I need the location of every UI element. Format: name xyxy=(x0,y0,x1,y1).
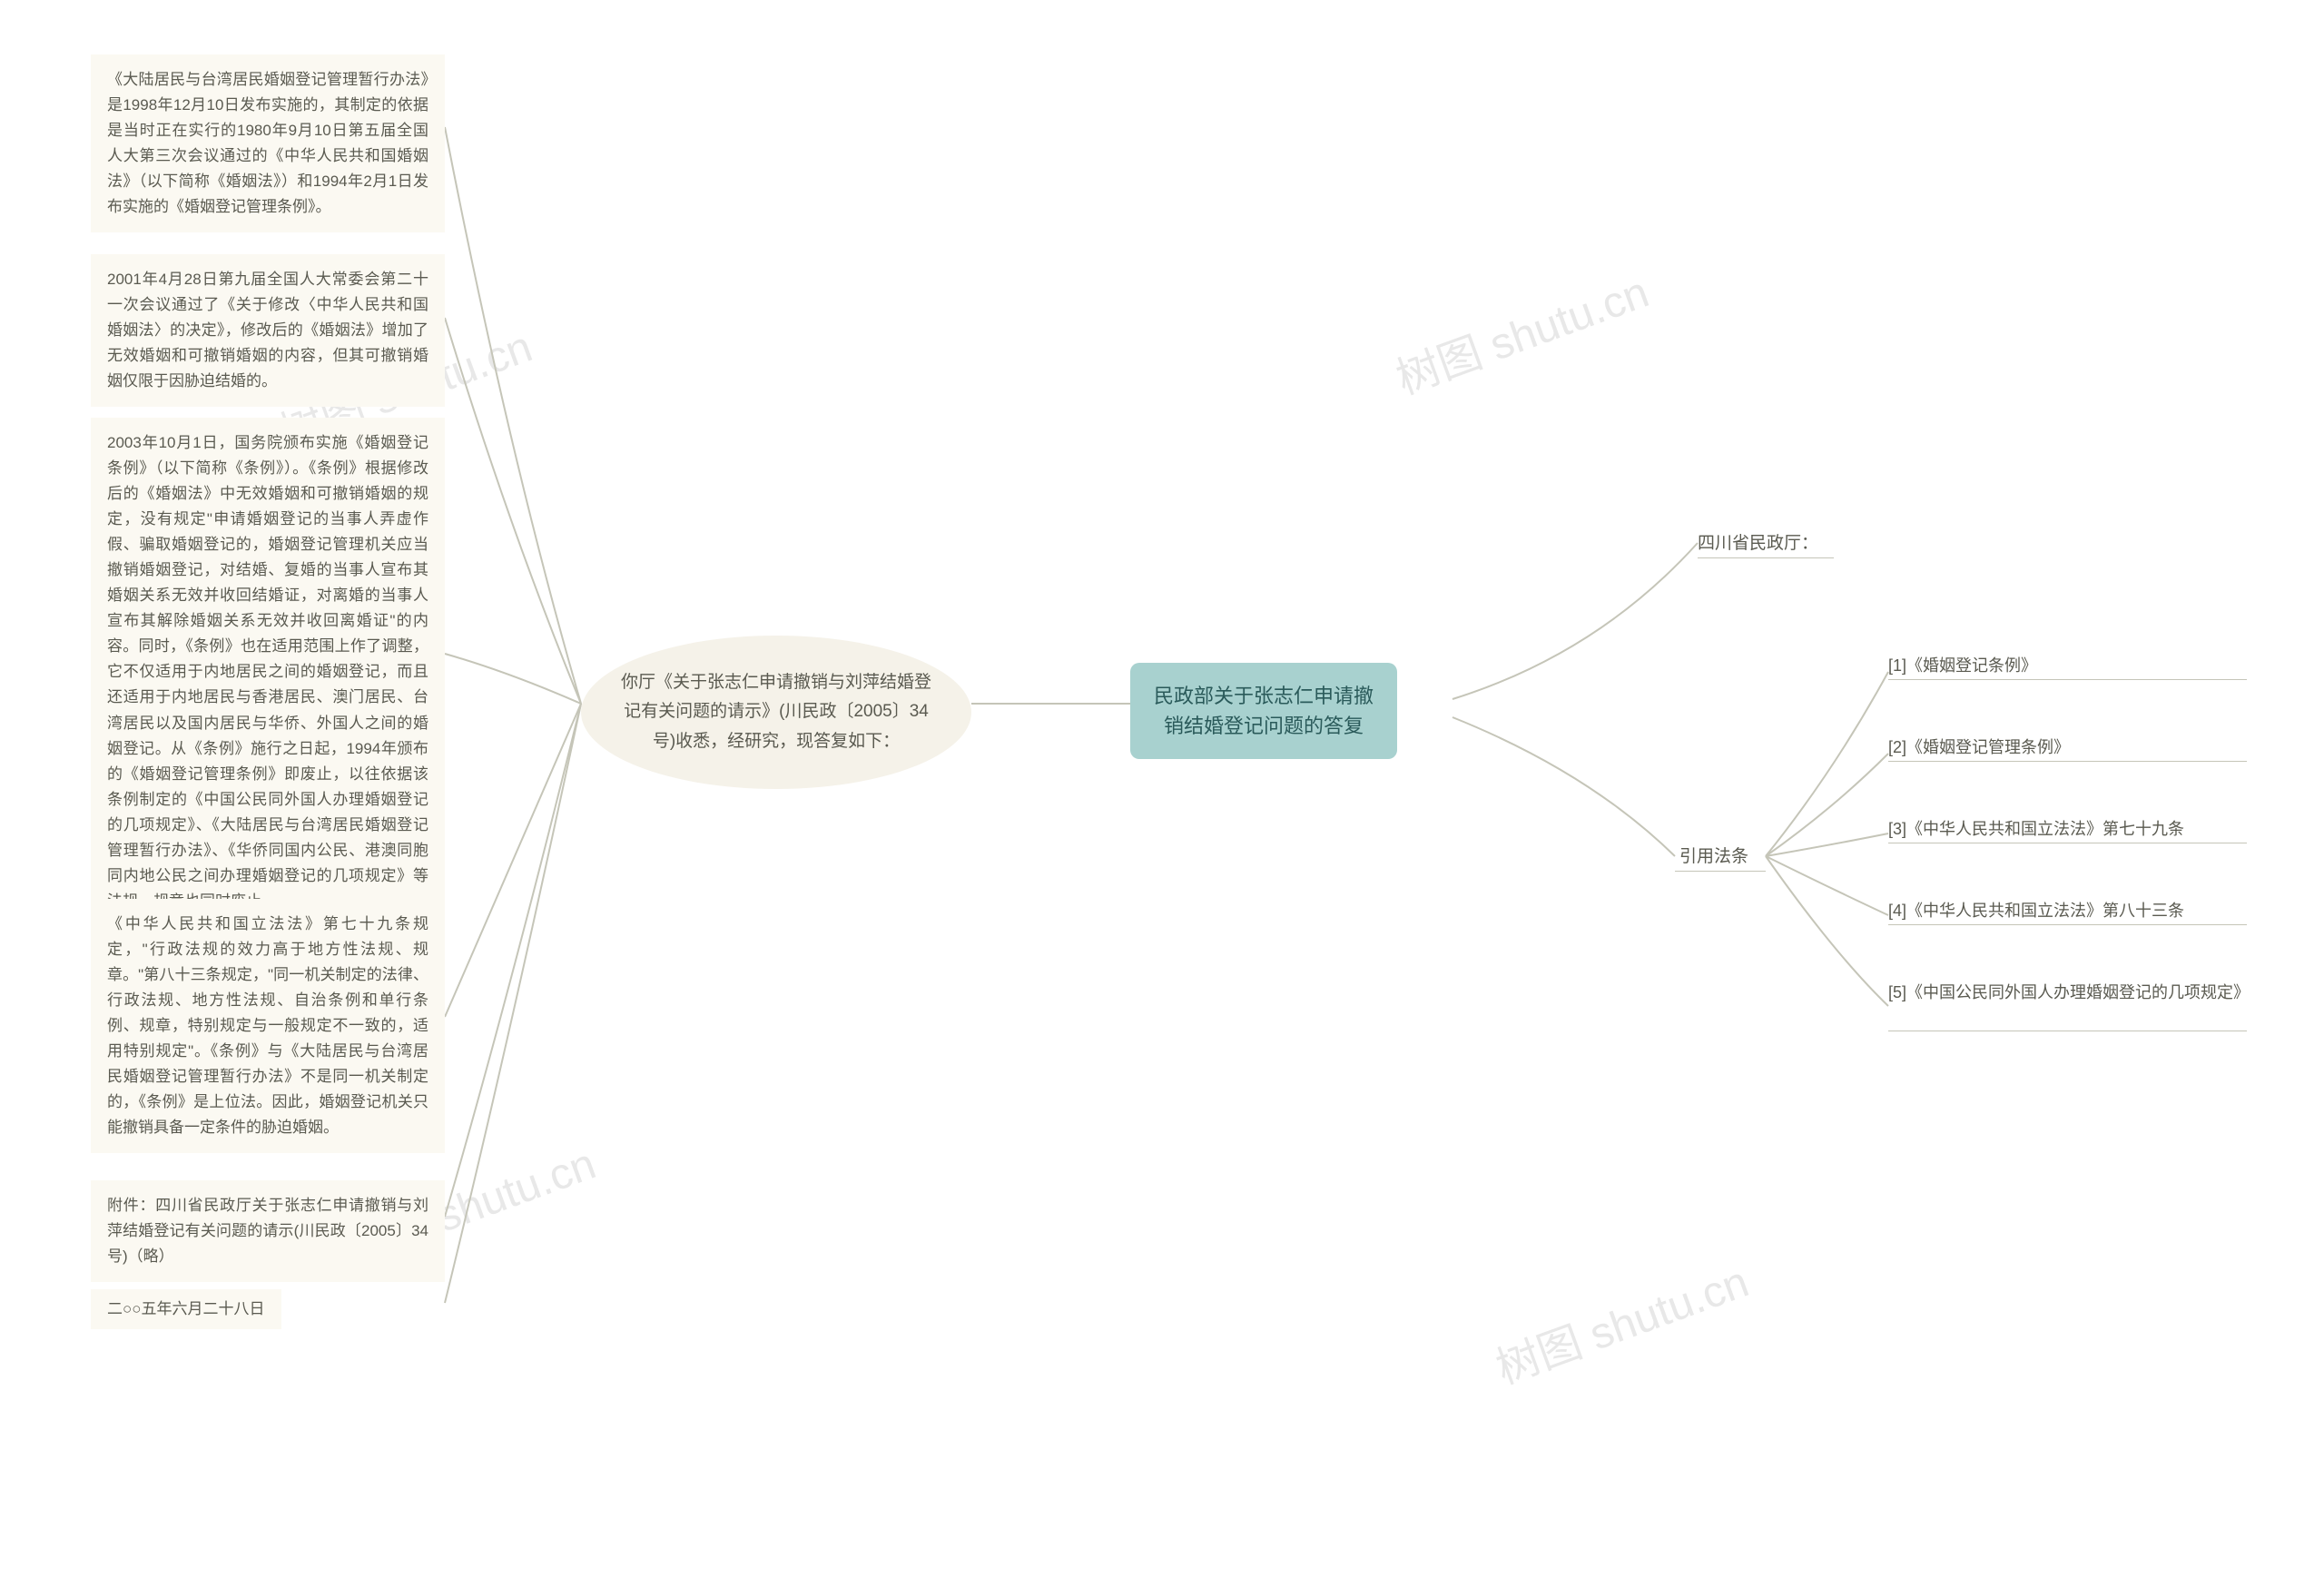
underline xyxy=(1698,557,1834,558)
left-child-4: 附件：四川省民政厅关于张志仁申请撤销与刘萍结婚登记有关问题的请示(川民政〔200… xyxy=(91,1180,445,1282)
right-branch-1: 四川省民政厅： xyxy=(1698,531,1818,557)
right-branch-2: 引用法条 xyxy=(1679,844,1748,871)
center-title-line2: 销结婚登记问题的答复 xyxy=(1164,715,1364,737)
underline xyxy=(1675,871,1766,872)
left-child-3: 《中华人民共和国立法法》第七十九条规定，"行政法规的效力高于地方性法规、规章。"… xyxy=(91,899,445,1153)
right-leaf-3: [4]《中华人民共和国立法法》第八十三条 xyxy=(1888,899,2184,924)
underline xyxy=(1888,679,2247,680)
right-leaf-4: [5]《中国公民同外国人办理婚姻登记的几项规定》 xyxy=(1888,981,2250,1006)
underline xyxy=(1888,924,2247,925)
right-leaf-0: [1]《婚姻登记条例》 xyxy=(1888,654,2037,679)
left-main-text: 你厅《关于张志仁申请撤销与刘萍结婚登记有关问题的请示》(川民政〔2005〕34号… xyxy=(621,673,931,751)
watermark: 树图 shutu.cn xyxy=(1486,1246,1756,1396)
left-child-1: 2001年4月28日第九届全国人大常委会第二十一次会议通过了《关于修改〈中华人民… xyxy=(91,254,445,407)
right-leaf-1: [2]《婚姻登记管理条例》 xyxy=(1888,735,2070,761)
watermark: 树图 shutu.cn xyxy=(1386,256,1656,406)
left-main-node: 你厅《关于张志仁申请撤销与刘萍结婚登记有关问题的请示》(川民政〔2005〕34号… xyxy=(581,636,971,789)
center-topic: 民政部关于张志仁申请撤 销结婚登记问题的答复 xyxy=(1130,663,1397,759)
right-leaf-2: [3]《中华人民共和国立法法》第七十九条 xyxy=(1888,817,2184,843)
center-title-line1: 民政部关于张志仁申请撤 xyxy=(1154,685,1374,707)
left-child-2: 2003年10月1日，国务院颁布实施《婚姻登记条例》（以下简称《条例》）。《条例… xyxy=(91,418,445,927)
left-child-0: 《大陆居民与台湾居民婚姻登记管理暂行办法》是1998年12月10日发布实施的，其… xyxy=(91,54,445,232)
underline xyxy=(1888,761,2247,762)
left-child-5: 二○○五年六月二十八日 xyxy=(91,1289,281,1329)
